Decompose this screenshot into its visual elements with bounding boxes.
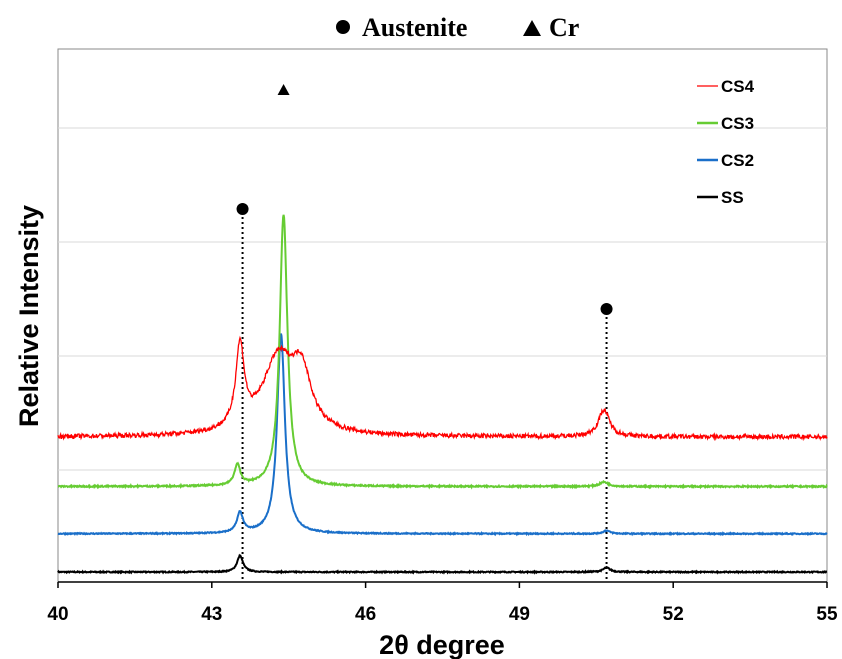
x-tick-label: 46 bbox=[355, 604, 376, 625]
x-tick-label: 55 bbox=[816, 604, 838, 625]
x-tick-label: 49 bbox=[509, 604, 530, 625]
cr-legend-label: Cr bbox=[549, 13, 579, 42]
legend-label-cs3: CS3 bbox=[721, 114, 754, 133]
austenite-marker-icon bbox=[336, 20, 350, 34]
marker-legend: Austenite Cr bbox=[336, 13, 579, 42]
plot-area bbox=[58, 49, 827, 582]
x-tick-label: 52 bbox=[663, 604, 684, 625]
legend-label-cs2: CS2 bbox=[721, 151, 754, 170]
cr-marker-icon bbox=[523, 20, 541, 36]
x-tick-label: 40 bbox=[47, 604, 68, 625]
y-axis-title: Relative Intensity bbox=[14, 205, 44, 427]
x-axis-title: 2θ degree bbox=[379, 630, 505, 659]
austenite-peak-marker bbox=[601, 303, 613, 315]
austenite-peak-marker bbox=[237, 203, 249, 215]
legend-label-cs4: CS4 bbox=[721, 77, 755, 96]
austenite-legend-label: Austenite bbox=[362, 13, 467, 42]
legend-label-ss: SS bbox=[721, 188, 744, 207]
x-axis-ticks: 40 43 46 49 52 55 bbox=[47, 582, 838, 625]
x-tick-label: 43 bbox=[201, 604, 222, 625]
